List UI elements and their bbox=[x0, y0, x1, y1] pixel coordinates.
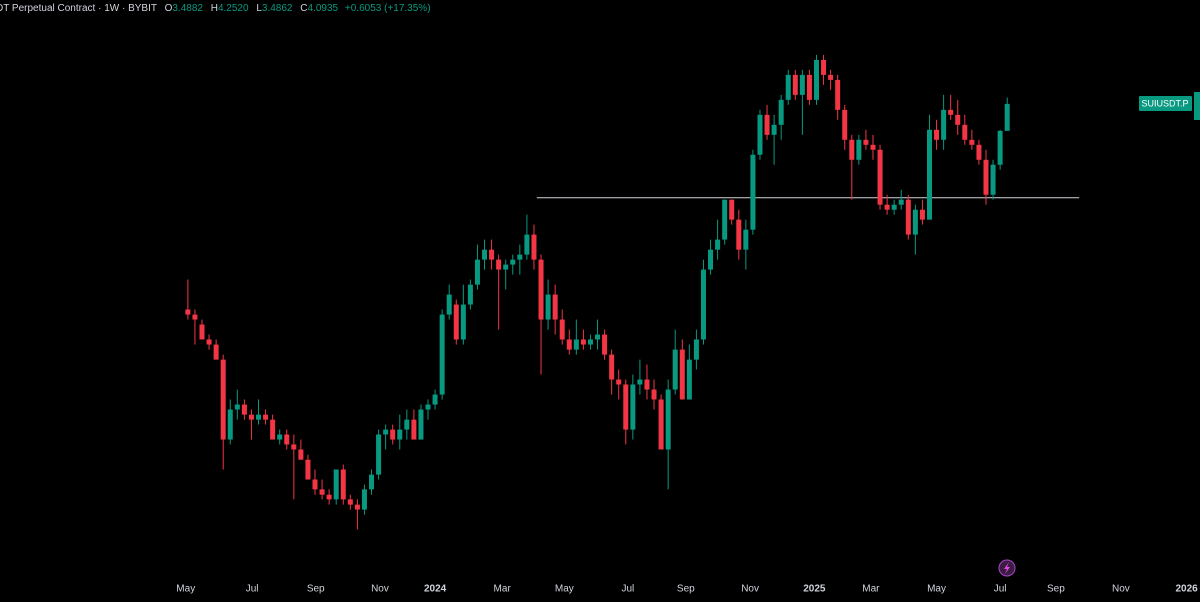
x-tick-label: Mar bbox=[494, 584, 512, 595]
low-label: L bbox=[256, 3, 262, 14]
price-tag: SUIUSDT.P bbox=[1141, 98, 1188, 108]
high-label: H bbox=[210, 3, 218, 14]
x-tick-label: May bbox=[176, 584, 195, 595]
close-value: 4.0935 bbox=[307, 3, 339, 14]
x-tick-label: 2026 bbox=[1175, 584, 1198, 595]
open-value: 3.4882 bbox=[172, 3, 203, 14]
x-tick-label: Nov bbox=[371, 584, 389, 595]
close-label: C bbox=[300, 3, 308, 14]
x-tick-label: Sep bbox=[677, 584, 695, 595]
x-tick-label: Jul bbox=[994, 584, 1007, 595]
change-value: +0.6053 bbox=[344, 3, 382, 14]
symbol-header: DT Perpetual Contract · 1W · BYBIT O3.48… bbox=[0, 3, 431, 14]
alert-icon[interactable] bbox=[998, 559, 1016, 577]
price-tag-marker bbox=[1194, 92, 1200, 120]
x-tick-label: Jul bbox=[622, 584, 635, 595]
x-tick-label: Sep bbox=[307, 584, 325, 595]
x-tick-label: 2025 bbox=[803, 584, 826, 595]
x-tick-label: May bbox=[927, 584, 946, 595]
change-percent: (+17.35%) bbox=[384, 3, 431, 14]
x-tick-label: Nov bbox=[741, 584, 759, 595]
x-tick-label: Sep bbox=[1047, 584, 1065, 595]
low-value: 3.4862 bbox=[261, 3, 293, 14]
symbol-title: DT Perpetual Contract · 1W · BYBIT bbox=[0, 3, 157, 14]
x-tick-label: 2024 bbox=[424, 584, 447, 595]
x-tick-label: Mar bbox=[862, 584, 880, 595]
x-tick-label: Jul bbox=[246, 584, 259, 595]
open-label: O bbox=[164, 3, 173, 14]
high-value: 4.2520 bbox=[217, 3, 249, 14]
price-tag-bg bbox=[1139, 96, 1192, 111]
x-tick-label: May bbox=[555, 584, 574, 595]
x-tick-label: Nov bbox=[1112, 584, 1130, 595]
